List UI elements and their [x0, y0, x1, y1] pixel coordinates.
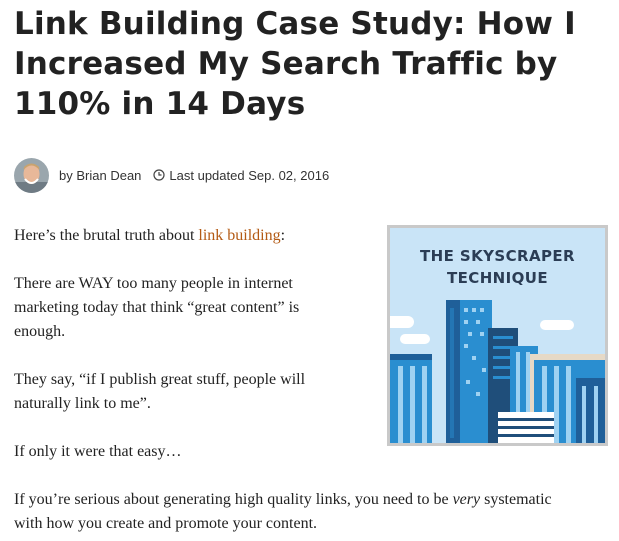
paragraph-3-line-1: They say, “if I publish great stuff, peo… — [14, 371, 306, 388]
title-line-1: Link Building Case Study: How I — [14, 6, 576, 42]
figure-title-line-1: THE SKYSCRAPER — [420, 247, 575, 265]
skyline-illustration — [390, 300, 605, 443]
intro-text: Here’s the brutal truth about — [14, 227, 199, 244]
updated-date: Sep. 02, 2016 — [248, 167, 330, 183]
title-line-2: Increased My Search Traffic by — [14, 46, 558, 82]
p5-emphasis: very — [452, 491, 481, 508]
paragraph-4: If only it were that easy… — [14, 443, 182, 460]
author-name[interactable]: Brian Dean — [76, 167, 142, 183]
paragraph-2-line-1: There are WAY too many people in interne… — [14, 275, 293, 292]
skyscraper-technique-image: THE SKYSCRAPER TECHNIQUE — [387, 225, 608, 446]
article-title: Link Building Case Study: How I Increase… — [14, 4, 614, 124]
title-line-3: 110% in 14 Days — [14, 86, 306, 122]
link-building-link[interactable]: link building — [198, 227, 281, 244]
paragraph-5-line-2: with how you create and promote your con… — [14, 515, 318, 532]
figure-title-line-2: TECHNIQUE — [447, 269, 548, 287]
paragraph-5-line-1: If you’re serious about generating high … — [14, 488, 552, 512]
paragraph-2-line-3: enough. — [14, 323, 66, 340]
clock-icon — [153, 169, 166, 181]
paragraph-3-line-2: naturally link to me”. — [14, 395, 151, 412]
p5-text-end: systematic — [480, 491, 552, 508]
paragraph-2-line-2: marketing today that think “great conten… — [14, 299, 300, 316]
paragraph-intro: Here’s the brutal truth about link build… — [14, 224, 285, 248]
updated-label: Last updated — [169, 167, 245, 183]
intro-colon: : — [280, 227, 286, 244]
article-meta: by Brian Dean Last updated Sep. 02, 2016 — [14, 157, 329, 193]
author-prefix: by — [59, 167, 73, 183]
figure-title: THE SKYSCRAPER TECHNIQUE — [390, 245, 605, 289]
avatar[interactable] — [14, 157, 49, 193]
p5-text: If you’re serious about generating high … — [14, 491, 453, 508]
